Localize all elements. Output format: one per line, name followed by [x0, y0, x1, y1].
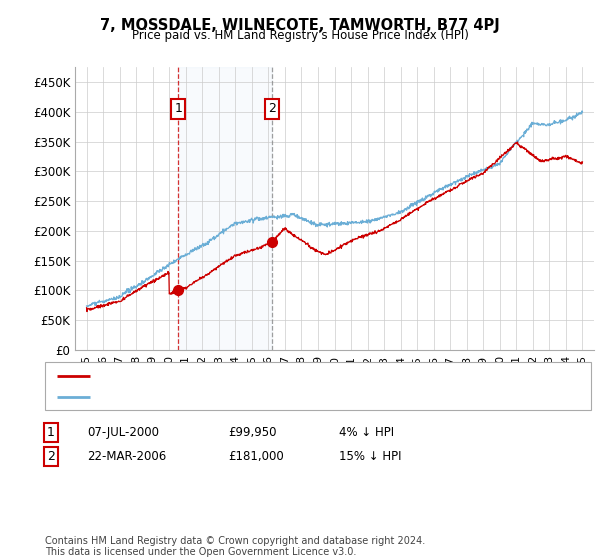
Text: 15% ↓ HPI: 15% ↓ HPI: [339, 450, 401, 463]
Text: Price paid vs. HM Land Registry's House Price Index (HPI): Price paid vs. HM Land Registry's House …: [131, 29, 469, 42]
Text: 07-JUL-2000: 07-JUL-2000: [87, 426, 159, 439]
Text: 7, MOSSDALE, WILNECOTE, TAMWORTH, B77 4PJ (detached house): 7, MOSSDALE, WILNECOTE, TAMWORTH, B77 4P…: [99, 371, 472, 381]
Text: 4% ↓ HPI: 4% ↓ HPI: [339, 426, 394, 439]
Bar: [178, 67, 272, 350]
Text: 22-MAR-2006: 22-MAR-2006: [87, 450, 166, 463]
Text: Contains HM Land Registry data © Crown copyright and database right 2024.
This d: Contains HM Land Registry data © Crown c…: [45, 535, 425, 557]
Text: 1: 1: [174, 102, 182, 115]
Text: 7, MOSSDALE, WILNECOTE, TAMWORTH, B77 4PJ: 7, MOSSDALE, WILNECOTE, TAMWORTH, B77 4P…: [100, 18, 500, 33]
Text: £99,950: £99,950: [228, 426, 277, 439]
Text: 2: 2: [47, 450, 55, 463]
Text: 2: 2: [268, 102, 276, 115]
Text: HPI: Average price, detached house, Tamworth: HPI: Average price, detached house, Tamw…: [99, 391, 360, 402]
Text: 1: 1: [47, 426, 55, 439]
Text: £181,000: £181,000: [228, 450, 284, 463]
